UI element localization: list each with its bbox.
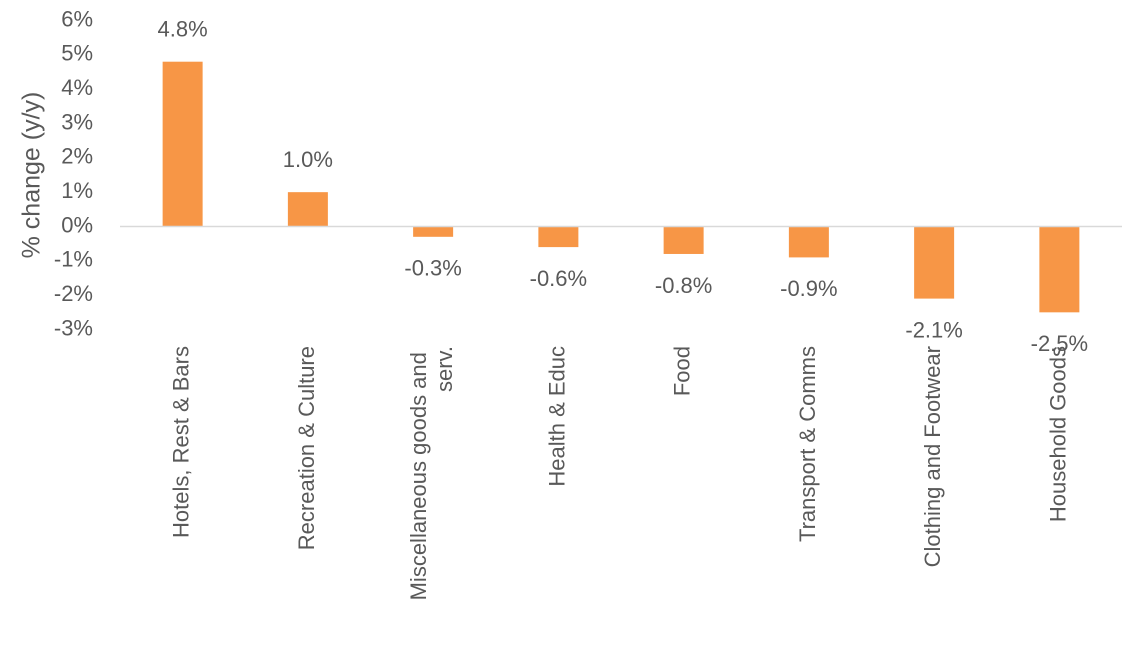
bar <box>287 192 328 227</box>
y-axis-title: % change (y/y) <box>18 92 46 259</box>
value-label: -2.5% <box>1031 331 1088 356</box>
value-label: -0.8% <box>655 273 712 298</box>
y-tick-label: 3% <box>61 109 93 134</box>
value-label: -0.6% <box>530 266 587 291</box>
y-tick-label: -2% <box>54 281 93 306</box>
y-tick-label: 1% <box>61 178 93 203</box>
x-tick-label: Household Goods <box>1045 346 1070 522</box>
bar <box>914 226 955 299</box>
value-label: -0.3% <box>404 256 461 281</box>
y-tick-label: 0% <box>61 212 93 237</box>
value-label: -0.9% <box>780 276 837 301</box>
y-tick-label: -3% <box>54 315 93 340</box>
bar <box>413 226 454 237</box>
x-tick-label: Recreation & Culture <box>294 346 319 550</box>
bar <box>538 226 579 248</box>
x-tick-label: Clothing and Footwear <box>920 346 945 567</box>
x-tick-label: Food <box>669 346 694 396</box>
value-label: 1.0% <box>283 147 333 172</box>
value-label: -2.1% <box>905 317 962 342</box>
bar <box>162 61 203 227</box>
y-tick-label: 6% <box>61 6 93 31</box>
bar <box>663 226 704 254</box>
y-tick-label: 5% <box>61 41 93 66</box>
bar <box>1039 226 1080 313</box>
x-tick-label: Hotels, Rest & Bars <box>168 346 193 538</box>
x-tick-label: Health & Educ <box>544 346 569 487</box>
x-tick-label: Miscellaneous goods and serv. <box>406 346 457 600</box>
y-tick-label: 4% <box>61 75 93 100</box>
y-tick-label: 2% <box>61 144 93 169</box>
value-label: 4.8% <box>158 17 208 42</box>
x-tick-label: Transport & Comms <box>795 346 820 542</box>
bar <box>788 226 829 258</box>
y-tick-label: -1% <box>54 247 93 272</box>
